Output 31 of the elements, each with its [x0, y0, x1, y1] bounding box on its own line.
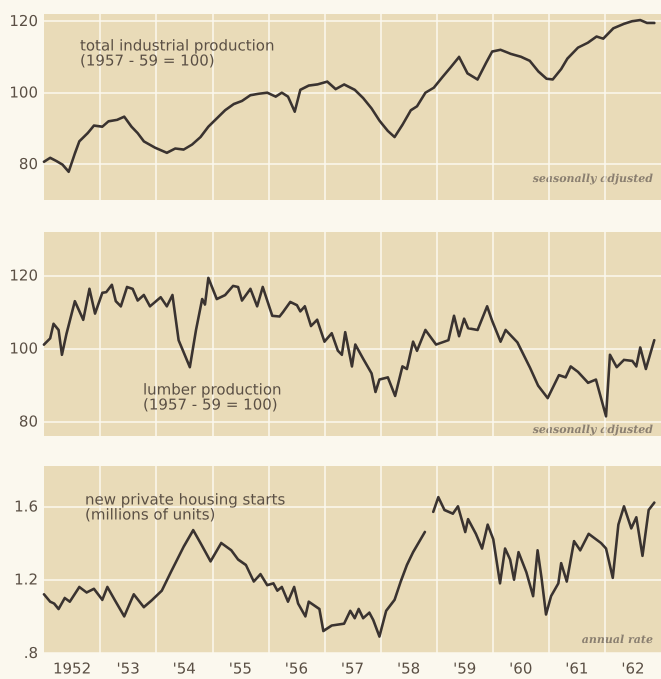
y-tick-label: .8 [24, 644, 38, 662]
x-tick-label: 1952 [52, 660, 92, 678]
text: new private housing starts [85, 490, 286, 508]
x-tick-label: '56 [284, 660, 308, 678]
y-tick-label: 120 [9, 266, 38, 285]
text: (millions of units) [85, 506, 216, 524]
text: (1957 - 59 = 100) [80, 52, 215, 70]
y-tick-label: 100 [9, 340, 38, 358]
x-tick-label: '58 [396, 660, 420, 678]
x-tick-label: '54 [172, 660, 196, 678]
x-tick-label: '59 [453, 660, 476, 678]
annotation: seasonally adjusted [532, 423, 654, 436]
x-tick-label: '55 [228, 660, 252, 678]
annotation: seasonally adjusted [532, 172, 654, 185]
text: total industrial production [80, 36, 274, 54]
x-tick-label: '61 [565, 660, 588, 678]
text: lumber production [143, 380, 282, 398]
line-series [42, 18, 656, 174]
y-tick-label: 100 [9, 84, 38, 102]
annotation: annual rate [582, 633, 654, 646]
y-tick-label: 1.2 [14, 570, 38, 589]
line-series [42, 276, 656, 418]
y-tick-label: 120 [9, 12, 38, 30]
x-tick-label: '62 [621, 660, 645, 678]
y-tick-label: 80 [18, 155, 38, 174]
x-tick-label: '57 [340, 660, 364, 678]
x-tick-label: '53 [116, 660, 140, 678]
y-tick-label: 1.6 [14, 497, 38, 516]
x-tick-label: '60 [509, 660, 532, 678]
y-tick-label: 80 [18, 412, 38, 430]
text: (1957 - 59 = 100) [143, 396, 278, 414]
